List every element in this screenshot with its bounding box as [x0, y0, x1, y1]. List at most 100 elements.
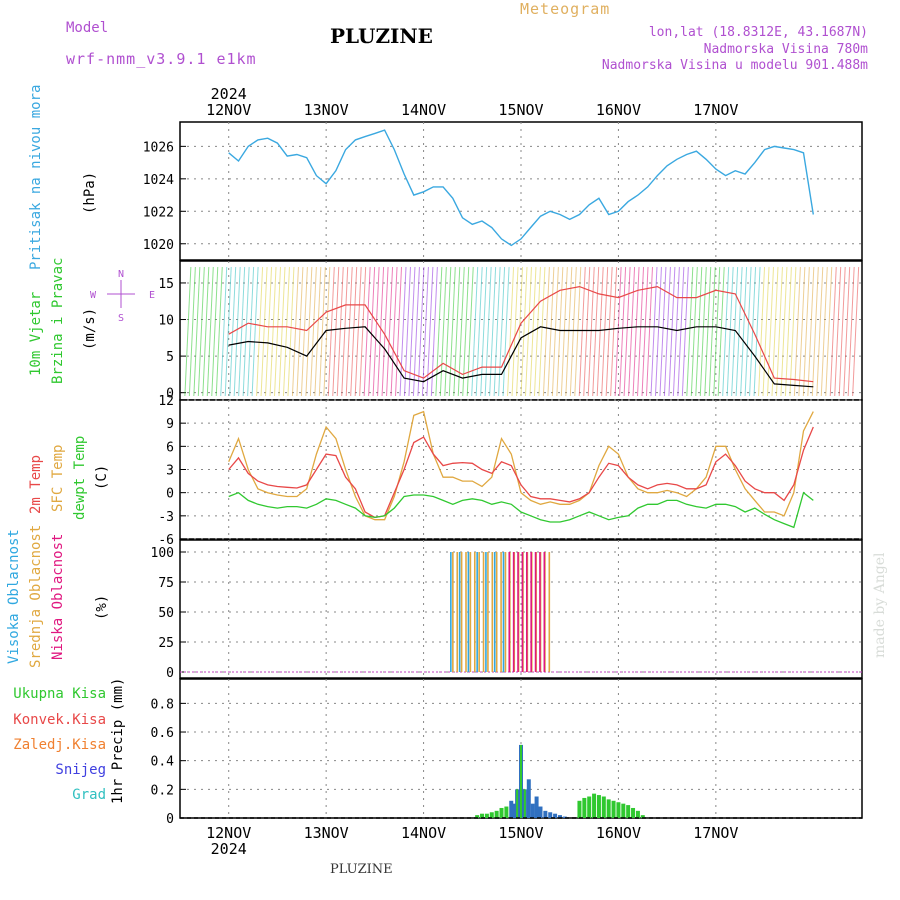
altitude-label: Nadmorska Visina 780m [703, 42, 868, 57]
ytick-label-clouds: 0 [166, 666, 174, 681]
wind-barb [834, 266, 842, 397]
wind-barb [282, 266, 290, 397]
wind-barb [574, 266, 582, 397]
wind-barb [592, 266, 600, 397]
wind-barb [605, 266, 613, 397]
legend-snow: Snijeg [55, 762, 106, 778]
day-label-top: 16NOV [596, 101, 641, 119]
wind-barb [601, 266, 609, 397]
precip-bar [577, 800, 582, 818]
precip-ylabel: 1hr Precip (mm) [110, 677, 126, 804]
wind-barb [722, 266, 730, 397]
wind-barb [744, 266, 752, 397]
precip-bar [475, 815, 480, 818]
wind-barb [381, 266, 389, 397]
wind-barb [713, 266, 721, 397]
ytick-label-temperature: 6 [166, 440, 174, 455]
wind-barb [758, 266, 766, 397]
wind-barb [672, 266, 680, 397]
precip-bar [484, 813, 489, 818]
precip-bar [489, 812, 494, 818]
legend-frozen-precip: Zaledj.Kisa [13, 737, 106, 753]
wind-barb [265, 266, 273, 397]
year-label-top: 2024 [211, 85, 247, 103]
high-cloud-ylabel: Visoka Oblacnost [6, 529, 22, 664]
wind-barb [717, 266, 725, 397]
wind-barb [663, 266, 671, 397]
ytick-label-precip: 0.2 [151, 783, 174, 798]
precip-bar [606, 799, 611, 818]
wind-barb [610, 266, 618, 397]
model-altitude-label: Nadmorska Visina u modelu 901.488m [601, 58, 868, 73]
wind-barb [614, 266, 622, 397]
wind-barb [457, 266, 465, 397]
wind-barb [838, 266, 846, 397]
ytick-label-precip: 0 [166, 812, 174, 827]
wind-barb [345, 266, 353, 397]
compass-n: N [118, 269, 124, 280]
wind-barb [314, 266, 322, 397]
wind-barb [677, 266, 685, 397]
wind-barb [547, 266, 555, 397]
precip-bar [631, 807, 636, 818]
wind-barb [251, 266, 259, 397]
wind-barb [242, 266, 250, 397]
day-label-bottom: 17NOV [693, 824, 738, 842]
wind-barb [569, 266, 577, 397]
wind-barb [825, 266, 833, 397]
ytick-label-pressure: 1024 [143, 173, 174, 188]
wind-barb [690, 266, 698, 397]
wind-barb [332, 266, 340, 397]
wind-barb [318, 266, 326, 397]
credit-watermark: made by Angel [872, 552, 888, 659]
wind-barb [516, 266, 524, 397]
sfc-temp-line [228, 410, 814, 521]
ytick-label-temperature: -6 [158, 533, 174, 548]
wind-barb [524, 266, 532, 397]
wind-barb [766, 266, 774, 397]
precip-bar [640, 815, 645, 818]
wind-barb [816, 266, 824, 397]
precip-bar [557, 815, 562, 818]
wind-barb [403, 266, 411, 397]
footer-station: PLUZINE [330, 862, 393, 877]
wind-barb [256, 266, 264, 397]
ytick-label-clouds: 100 [151, 546, 174, 561]
pressure-ylabel: Pritisak na nivou mora [28, 84, 44, 270]
wind-barb [287, 266, 295, 397]
wind-barb [686, 266, 694, 397]
pressure-line [228, 129, 814, 247]
precip-bar [530, 803, 535, 818]
wind-barb [798, 266, 806, 397]
day-label-bottom: 14NOV [401, 824, 446, 842]
precip-bar [480, 813, 485, 818]
legend-total-precip: Ukupna Kisa [13, 686, 106, 702]
precip-bar [553, 813, 558, 818]
wind-barb [197, 266, 205, 397]
wind-barb [386, 266, 394, 397]
day-label-top: 17NOV [693, 101, 738, 119]
precip-bar [616, 802, 621, 818]
precip-bar [509, 800, 514, 818]
wind-barb [233, 266, 241, 397]
wind-barb [395, 266, 403, 397]
wind-barb [448, 266, 456, 397]
day-label-top: 14NOV [401, 101, 446, 119]
wind-barb [749, 266, 757, 397]
wind-speed-line [228, 326, 814, 388]
precip-bar [499, 807, 504, 818]
cloud-band-high [450, 552, 505, 672]
wind-barb [829, 266, 837, 397]
ytick-label-precip: 0.4 [151, 755, 175, 770]
dewpt-ylabel: dewpt Temp [72, 435, 88, 520]
ytick-label-temperature: 12 [158, 394, 174, 409]
wind-barb [202, 266, 210, 397]
wind-barb [274, 266, 282, 397]
compass-s: S [118, 313, 124, 324]
wind-barb [430, 266, 438, 397]
compass-w: W [90, 290, 97, 301]
wind-barb [704, 266, 712, 397]
wind-barb [726, 266, 734, 397]
wind-barb [820, 266, 828, 397]
wind-barb [789, 266, 797, 397]
